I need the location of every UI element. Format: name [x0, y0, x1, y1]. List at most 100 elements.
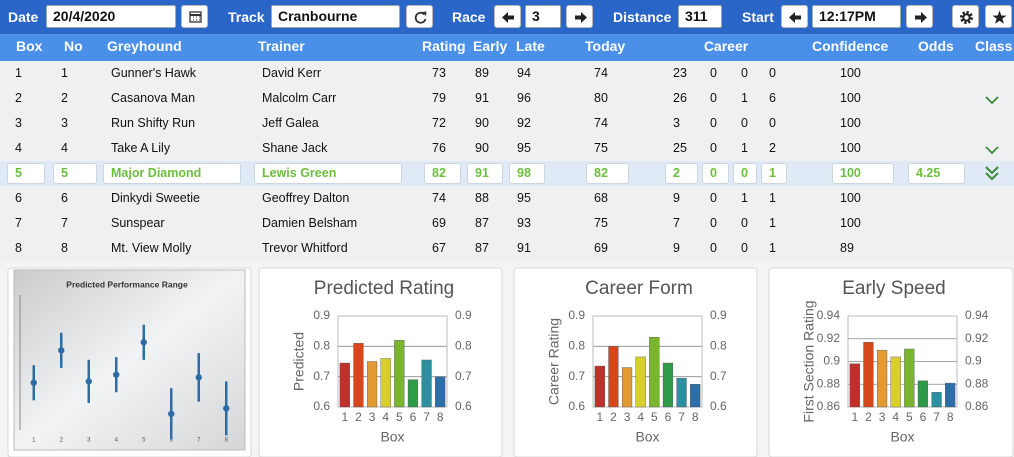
rating-cell: 73	[432, 66, 446, 80]
trainer-cell: Jeff Galea	[262, 116, 319, 130]
box-cell: 7	[15, 216, 22, 230]
confidence-cell: 100	[840, 116, 861, 130]
settings-button[interactable]	[952, 5, 979, 28]
x-tick-label: 4	[382, 410, 389, 424]
career-thirds-cell: 1	[761, 163, 787, 184]
y2-tick-label: 0.92	[965, 331, 989, 345]
bar	[890, 356, 901, 408]
bar	[353, 343, 364, 408]
column-header: Trainer	[258, 38, 305, 54]
early-cell: 89	[475, 66, 489, 80]
toolbar: Date 20/4/2020 Track Cranbourne Race 3 D…	[0, 0, 1014, 34]
column-header: Confidence	[812, 38, 889, 54]
x-tick-label: 8	[437, 410, 444, 424]
y-axis-label: Career Rating	[546, 318, 562, 405]
rating-cell: 76	[432, 141, 446, 155]
box-cell: 5	[7, 163, 45, 184]
career-thirds-cell: 0	[769, 66, 776, 80]
rating-cell: 72	[432, 116, 446, 130]
chart-title: Predicted Performance Range	[66, 279, 188, 289]
y-tick-label: 0.9	[568, 308, 585, 322]
career-seconds-cell: 0	[741, 241, 748, 255]
column-header: Class	[975, 38, 1013, 54]
bar	[945, 382, 956, 408]
bar	[649, 337, 660, 408]
late-cell: 98	[509, 163, 545, 184]
bar	[435, 376, 446, 408]
greyhound-cell: Major Diamond	[103, 163, 241, 184]
y-tick-label: 0.88	[817, 376, 841, 390]
table-header: Box No Greyhound Trainer Rating Early Late Toda…	[0, 34, 1014, 61]
early-cell: 90	[475, 116, 489, 130]
point	[30, 379, 37, 386]
career-wins-cell: 0	[710, 241, 717, 255]
date-input[interactable]: 20/4/2020	[46, 5, 176, 28]
career-starts-cell: 23	[673, 66, 687, 80]
x-tick-label: 2	[60, 438, 64, 444]
x-tick-label: 6	[665, 410, 672, 424]
chart-title: Predicted Rating	[314, 278, 454, 299]
x-tick-label: 5	[906, 410, 913, 424]
bar	[876, 349, 888, 408]
y-tick-label: 0.6	[313, 399, 330, 413]
rating-cell: 82	[424, 163, 461, 184]
career-thirds-cell: 2	[769, 141, 776, 155]
number-cell: 6	[61, 191, 68, 205]
point	[223, 405, 230, 412]
race-prev-button[interactable]	[494, 5, 521, 28]
bar	[931, 392, 942, 408]
column-header: No	[64, 38, 83, 54]
rating-cell: 69	[432, 216, 446, 230]
y2-tick-label: 0.9	[710, 308, 727, 322]
column-header: Early	[473, 38, 508, 54]
start-prev-button[interactable]	[781, 5, 808, 28]
column-header: Greyhound	[107, 38, 182, 54]
point	[85, 378, 92, 385]
bar	[608, 346, 619, 408]
calendar-button[interactable]	[181, 5, 208, 28]
refresh-button[interactable]	[406, 5, 433, 28]
late-cell: 95	[517, 191, 531, 205]
bar	[594, 365, 605, 408]
bar	[421, 359, 432, 408]
x-tick-label: 3	[87, 438, 91, 444]
career-starts-cell: 3	[673, 116, 680, 130]
y2-tick-label: 0.8	[710, 339, 727, 353]
y-tick-label: 0.7	[568, 369, 585, 383]
confidence-cell: 100	[840, 141, 861, 155]
number-cell: 7	[61, 216, 68, 230]
column-header: Rating	[422, 38, 466, 54]
box-cell: 4	[15, 141, 22, 155]
career-wins-cell: 0	[710, 66, 717, 80]
y-tick-label: 0.9	[823, 354, 840, 368]
early-cell: 87	[475, 241, 489, 255]
x-tick-label: 1	[851, 410, 858, 424]
confidence-cell: 100	[840, 191, 861, 205]
x-tick-label: 1	[596, 410, 603, 424]
late-cell: 91	[517, 241, 531, 255]
race-input[interactable]: 3	[525, 5, 561, 28]
box-cell: 6	[15, 191, 22, 205]
career-seconds-cell: 1	[741, 141, 748, 155]
class-icon	[985, 96, 999, 105]
favourite-button[interactable]	[985, 5, 1012, 28]
start-input[interactable]: 12:17PM	[812, 5, 901, 28]
table-body: 1 1 Gunner's Hawk David Kerr 73 89 94 74 23 0 0 0 10…	[0, 61, 1014, 261]
late-cell: 96	[517, 91, 531, 105]
today-cell: 68	[594, 191, 608, 205]
bar	[676, 377, 687, 408]
today-cell: 82	[586, 163, 629, 184]
track-input[interactable]: Cranbourne	[271, 5, 400, 28]
race-next-button[interactable]	[566, 5, 593, 28]
box-cell: 8	[15, 241, 22, 255]
today-cell: 74	[594, 116, 608, 130]
start-next-button[interactable]	[906, 5, 933, 28]
y-tick-label: 0.86	[817, 399, 841, 413]
x-tick-label: 7	[197, 438, 201, 444]
bar	[621, 367, 633, 408]
late-cell: 93	[517, 216, 531, 230]
distance-input[interactable]: 311	[678, 5, 722, 28]
y2-tick-label: 0.7	[710, 369, 727, 383]
career-thirds-cell: 1	[769, 241, 776, 255]
